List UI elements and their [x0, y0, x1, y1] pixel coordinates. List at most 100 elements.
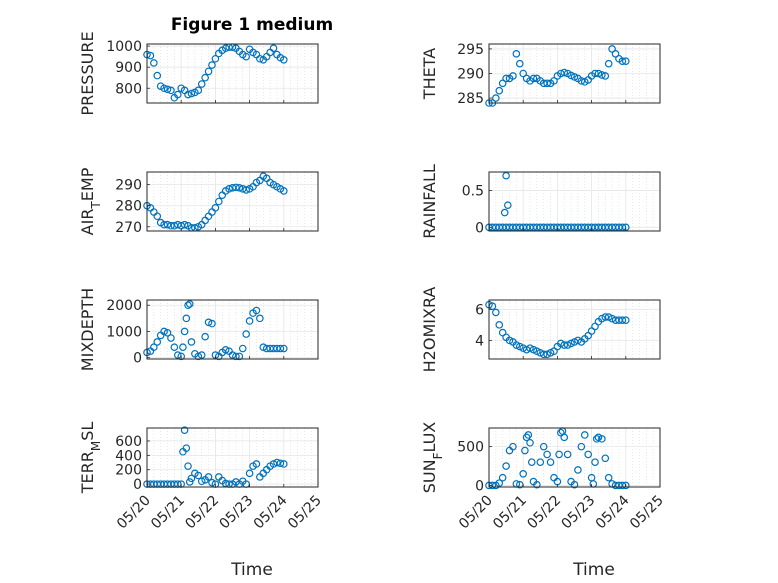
- x-tick-label: 05/20: [456, 493, 496, 533]
- data-point: [197, 80, 206, 88]
- data-point: [521, 446, 529, 455]
- data-point: [543, 450, 551, 459]
- y-tick-label: 270: [115, 220, 142, 236]
- data-point: [618, 57, 627, 66]
- y-axis-label: MIXDEPTH: [78, 288, 97, 371]
- y-tick-label: 2000: [106, 298, 142, 314]
- data-point: [179, 343, 187, 352]
- data-point: [185, 300, 194, 308]
- data-point: [276, 344, 285, 353]
- y-tick-label: 0: [475, 478, 484, 494]
- data-point: [492, 308, 500, 317]
- y-tick-label: 800: [115, 81, 142, 97]
- plot-area: [147, 44, 318, 103]
- data-point: [211, 204, 220, 212]
- data-point: [242, 52, 250, 61]
- data-point: [204, 318, 213, 327]
- data-point: [173, 90, 182, 99]
- subplot-terr-msl: 0200400600TERRMSL05/2005/2105/2205/2305/…: [78, 422, 325, 533]
- data-point: [584, 450, 592, 459]
- data-point: [598, 71, 606, 79]
- data-point: [225, 185, 233, 193]
- data-point: [167, 334, 175, 342]
- plot-area: [147, 428, 318, 487]
- data-point: [560, 341, 569, 349]
- data-point: [555, 450, 563, 459]
- data-point: [221, 346, 230, 354]
- x-tick-label: 05/22: [182, 493, 222, 533]
- data-point: [515, 59, 524, 68]
- y-tick-label: 285: [457, 91, 484, 107]
- plot-area: [147, 300, 318, 359]
- data-point: [621, 316, 630, 324]
- y-tick-label: 400: [115, 448, 142, 464]
- data-point: [201, 73, 209, 82]
- data-point: [512, 50, 521, 58]
- data-point: [604, 473, 613, 482]
- y-tick-label: 4: [475, 333, 484, 349]
- data-point: [204, 67, 213, 76]
- x-tick-label: 05/22: [524, 493, 564, 533]
- data-point: [194, 86, 203, 95]
- y-axis-label: THETA: [420, 48, 439, 100]
- y-tick-label: 600: [115, 434, 142, 450]
- y-tick-label: 290: [457, 67, 484, 83]
- data-point: [594, 69, 603, 78]
- data-point: [567, 71, 575, 80]
- data-point: [245, 317, 254, 325]
- data-point: [197, 351, 206, 359]
- data-point: [519, 69, 528, 78]
- plot-area: [489, 428, 660, 487]
- data-point: [150, 343, 158, 352]
- figure-title: Figure 1 medium: [171, 15, 333, 35]
- data-point: [539, 350, 548, 359]
- y-tick-label: 1000: [106, 324, 142, 340]
- data-point: [570, 480, 579, 489]
- data-point: [232, 352, 240, 361]
- data-point: [184, 462, 192, 470]
- subplot-rainfall: 0 0.5 RAINFALL: [420, 164, 661, 239]
- data-point: [273, 458, 281, 467]
- y-tick-label: 200: [115, 463, 142, 479]
- data-point: [509, 442, 517, 451]
- subplot-mixdepth: 0 1000 2000 MIXDEPTH: [78, 288, 319, 371]
- axes-box: [146, 43, 319, 104]
- x-tick-label: 05/24: [251, 492, 291, 532]
- axes-container: 800 900 1000 PRESSURE 285 290 295 THETA 270 280 29…: [78, 31, 667, 532]
- data-point: [279, 344, 288, 353]
- data-point: [618, 316, 627, 324]
- plot-area: [489, 172, 660, 231]
- y-tick-label: 280: [115, 199, 142, 215]
- x-tick-label: 05/25: [285, 493, 325, 533]
- data-point: [228, 351, 237, 359]
- y-tick-label: 295: [457, 42, 484, 58]
- data-point: [163, 85, 172, 94]
- data-point: [153, 71, 162, 80]
- data-point: [608, 45, 616, 53]
- data-point: [563, 450, 572, 459]
- data-point: [526, 438, 534, 447]
- y-axis-label: H2OMIXRA: [420, 287, 439, 373]
- y-tick-label: 0: [133, 351, 142, 367]
- data-point: [598, 435, 606, 443]
- data-point: [500, 208, 509, 217]
- data-point: [238, 344, 247, 353]
- data-point: [519, 470, 528, 478]
- data-point: [182, 444, 191, 452]
- y-tick-label: 0: [133, 477, 142, 493]
- data-point: [180, 220, 189, 229]
- data-point: [187, 474, 196, 483]
- data-point: [604, 59, 613, 68]
- data-point: [601, 454, 610, 463]
- x-axis-label-right: Time: [572, 560, 615, 580]
- data-point: [194, 352, 203, 361]
- data-point: [601, 72, 610, 80]
- data-point: [170, 343, 179, 352]
- data-point: [187, 89, 196, 98]
- data-point: [621, 481, 630, 490]
- data-point: [232, 183, 240, 192]
- data-point: [560, 433, 569, 442]
- data-point: [498, 79, 507, 88]
- subplot-theta: 285 290 295 THETA: [420, 42, 661, 107]
